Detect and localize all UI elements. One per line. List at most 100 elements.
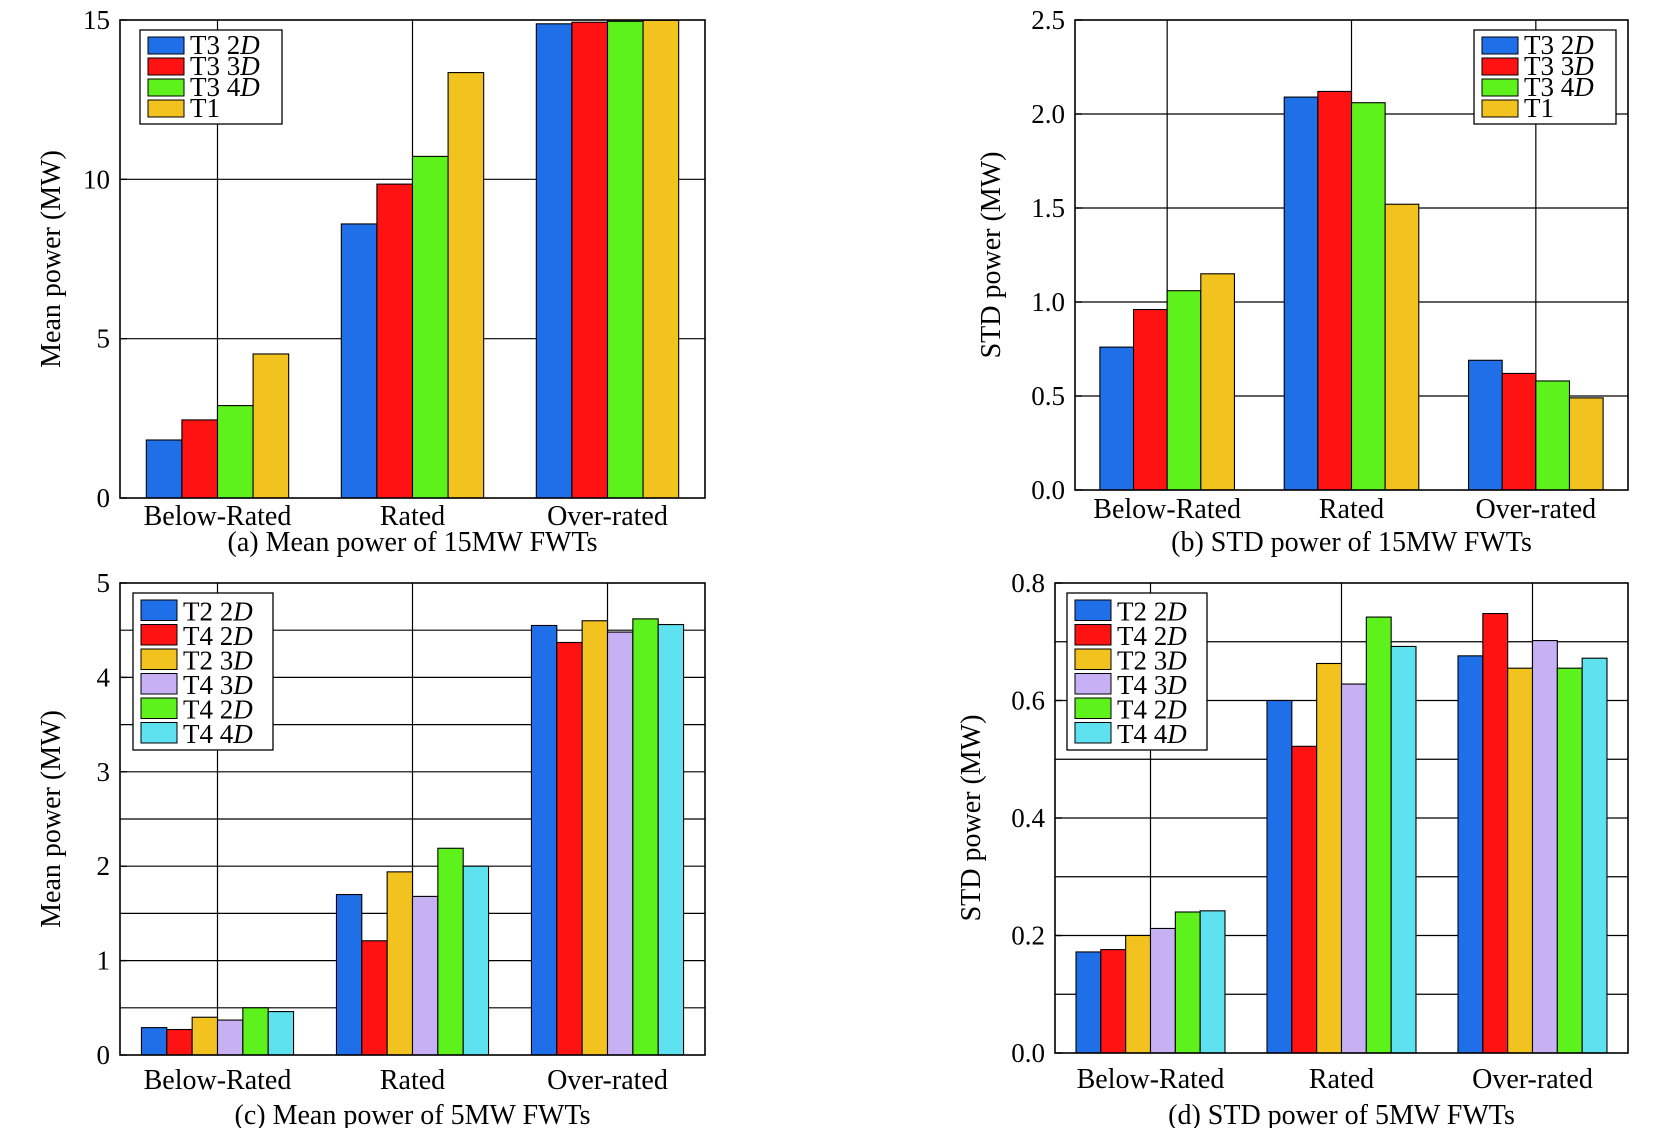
y-tick-label: 1 bbox=[97, 946, 111, 976]
bar bbox=[1200, 273, 1235, 491]
legend-label: T3 4D bbox=[190, 72, 260, 102]
y-tick-label: 0.2 bbox=[1011, 921, 1045, 951]
legend-label: T3 3D bbox=[1524, 51, 1594, 81]
x-tick-label: Rated bbox=[1309, 1064, 1374, 1095]
bar bbox=[242, 1007, 269, 1056]
legend-swatch bbox=[147, 36, 185, 55]
bar bbox=[1482, 612, 1509, 1054]
bar bbox=[1581, 657, 1608, 1054]
chart-panel-a: 0 5 10 15 Below-Rated Rated Over-rated Mean pow… bbox=[36, 5, 706, 558]
y-tick-label: 2 bbox=[97, 851, 111, 881]
chart-panel-b: 0.0 0.5 1.0 1.5 2.0 2.5 Below-Rated Rated Over-r… bbox=[976, 5, 1629, 558]
bar bbox=[1365, 616, 1392, 1054]
panel-caption: (d) STD power of 5MW FWTs bbox=[1168, 1100, 1515, 1128]
x-tick-label: Over-rated bbox=[547, 501, 668, 532]
y-tick-label: 0.0 bbox=[1011, 1038, 1045, 1068]
y-axis-label: STD power (MW) bbox=[956, 715, 987, 922]
bar bbox=[657, 623, 685, 1056]
legend-swatch bbox=[147, 99, 185, 118]
bar bbox=[1468, 359, 1503, 491]
x-tick-label: Over-rated bbox=[547, 1065, 668, 1096]
legend-label: T4 2D bbox=[183, 621, 253, 651]
plot-area-frame bbox=[119, 582, 706, 1056]
y-tick-label: 0 bbox=[97, 1040, 111, 1070]
bar bbox=[335, 893, 363, 1056]
y-tick-label: 10 bbox=[83, 164, 110, 194]
y-tick-label: 2.5 bbox=[1031, 5, 1065, 35]
bar bbox=[216, 405, 254, 499]
bar bbox=[1316, 662, 1343, 1054]
bar bbox=[1556, 667, 1583, 1054]
y-tick-label: 5 bbox=[97, 568, 111, 598]
legend-swatch bbox=[140, 599, 178, 621]
legend-label: T4 2D bbox=[1117, 695, 1187, 725]
legend-swatch bbox=[1074, 673, 1112, 695]
legend-swatch bbox=[140, 648, 178, 670]
legend-label: T1 bbox=[190, 93, 220, 123]
bar bbox=[1199, 910, 1226, 1054]
bar bbox=[145, 439, 183, 499]
bar bbox=[1075, 951, 1102, 1054]
bar bbox=[535, 23, 573, 499]
x-tick-label: Rated bbox=[380, 1065, 445, 1096]
bar bbox=[411, 895, 439, 1056]
y-tick-label: 0.0 bbox=[1031, 475, 1065, 505]
bar bbox=[1100, 949, 1127, 1054]
bar bbox=[556, 641, 583, 1056]
plot-area-frame bbox=[1074, 19, 1629, 491]
bar bbox=[1125, 934, 1152, 1054]
y-tick-label: 0.6 bbox=[1011, 686, 1045, 716]
x-tick-label: Below-Rated bbox=[144, 1065, 292, 1096]
legend-label: T4 4D bbox=[1117, 719, 1187, 749]
x-tick-label: Rated bbox=[380, 501, 445, 532]
x-tick-label: Over-rated bbox=[1475, 494, 1596, 525]
bar bbox=[530, 624, 558, 1056]
x-tick-label: Over-rated bbox=[1472, 1064, 1593, 1095]
x-tick-label: Below-Rated bbox=[1093, 494, 1241, 525]
bar bbox=[462, 865, 490, 1056]
bar bbox=[1149, 927, 1176, 1054]
legend-swatch bbox=[1074, 722, 1112, 744]
panel-caption: (c) Mean power of 5MW FWTs bbox=[235, 1100, 591, 1128]
legend-label: T2 2D bbox=[1117, 597, 1187, 627]
bar bbox=[361, 940, 388, 1056]
bar bbox=[1283, 96, 1319, 491]
y-tick-label: 0 bbox=[97, 483, 111, 513]
panel-caption: (b) STD power of 15MW FWTs bbox=[1171, 527, 1532, 558]
panel-caption: (a) Mean power of 15MW FWTs bbox=[228, 527, 598, 558]
legend-swatch bbox=[1481, 78, 1519, 97]
y-axis-label: Mean power (MW) bbox=[36, 150, 67, 368]
bar bbox=[1384, 203, 1420, 491]
bar bbox=[252, 353, 290, 499]
legend-swatch bbox=[1074, 648, 1112, 670]
legend-swatch bbox=[147, 78, 185, 97]
x-tick-label: Below-Rated bbox=[144, 501, 292, 532]
legend-label: T3 4D bbox=[1524, 72, 1594, 102]
bar bbox=[181, 419, 219, 499]
y-tick-label: 0.8 bbox=[1011, 568, 1045, 598]
legend-swatch bbox=[1481, 36, 1519, 55]
bar bbox=[1266, 699, 1293, 1054]
bar bbox=[447, 72, 485, 499]
bar bbox=[606, 20, 644, 499]
legend-label: T4 2D bbox=[183, 695, 253, 725]
bar bbox=[166, 1028, 193, 1056]
bar bbox=[1340, 683, 1367, 1054]
y-tick-label: 2.0 bbox=[1031, 99, 1065, 129]
bar bbox=[1457, 655, 1484, 1054]
bar bbox=[216, 1019, 244, 1056]
y-tick-label: 5 bbox=[97, 324, 111, 354]
y-tick-label: 15 bbox=[83, 5, 110, 35]
legend-label: T2 3D bbox=[1117, 646, 1187, 676]
x-tick-label: Rated bbox=[1319, 494, 1384, 525]
x-tick-label: Below-Rated bbox=[1077, 1064, 1225, 1095]
legend-swatch bbox=[140, 624, 178, 646]
bar bbox=[437, 847, 464, 1056]
bar bbox=[1531, 640, 1558, 1054]
legend-label: T4 2D bbox=[1117, 621, 1187, 651]
y-axis-label: Mean power (MW) bbox=[36, 710, 67, 928]
